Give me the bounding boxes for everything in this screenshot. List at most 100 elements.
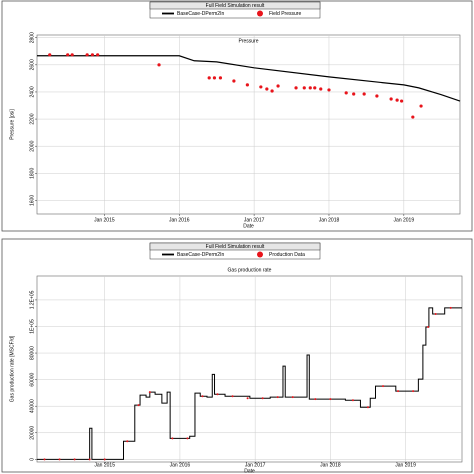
y-tick-label: 80000 bbox=[29, 346, 35, 360]
data-point bbox=[157, 63, 161, 67]
data-point bbox=[291, 396, 294, 399]
data-point bbox=[412, 390, 415, 393]
x-tick-label: Jan 2019 bbox=[395, 462, 416, 468]
data-point bbox=[270, 89, 274, 93]
data-point bbox=[137, 404, 140, 407]
x-tick-label: Jan 2018 bbox=[319, 217, 340, 223]
data-point bbox=[352, 92, 356, 96]
y-tick-label: 40000 bbox=[29, 399, 35, 413]
y-tick-label: 2200 bbox=[29, 113, 35, 124]
data-point bbox=[207, 76, 211, 80]
data-point bbox=[103, 458, 106, 461]
data-point bbox=[395, 98, 399, 102]
data-point bbox=[216, 393, 219, 396]
legend-swatch bbox=[257, 251, 263, 258]
data-point bbox=[218, 76, 223, 80]
x-tick-label: Jan 2019 bbox=[394, 217, 415, 223]
plot-area bbox=[36, 34, 461, 215]
legend-header bbox=[149, 242, 321, 251]
data-point bbox=[302, 86, 306, 90]
y-tick-label: 2000 bbox=[29, 140, 35, 151]
x-tick-label: Jan 2017 bbox=[244, 217, 265, 223]
y-tick-label: 2600 bbox=[29, 59, 35, 70]
data-point bbox=[201, 395, 204, 398]
x-tick-label: Jan 2018 bbox=[320, 462, 341, 468]
data-point bbox=[246, 397, 249, 400]
y-tick-label: 2800 bbox=[29, 32, 35, 43]
legend-title: Full Field Simulation result bbox=[206, 3, 265, 9]
data-point bbox=[375, 94, 379, 98]
x-tick-label: Jan 2017 bbox=[245, 462, 266, 468]
x-tick-label: Jan 2016 bbox=[169, 217, 190, 223]
legend-header bbox=[149, 1, 321, 10]
data-point bbox=[411, 115, 415, 119]
data-point bbox=[126, 440, 129, 443]
data-point bbox=[389, 97, 393, 101]
legend-swatch bbox=[257, 10, 263, 17]
data-point bbox=[449, 306, 452, 309]
data-point bbox=[148, 391, 151, 394]
y-tick-label: 1600 bbox=[29, 195, 35, 206]
data-point bbox=[66, 53, 70, 57]
chart-title: Pressure bbox=[238, 38, 258, 44]
data-point bbox=[232, 79, 236, 83]
data-point bbox=[259, 85, 263, 89]
x-axis-label: Date bbox=[243, 223, 254, 229]
data-point bbox=[73, 458, 76, 461]
data-point bbox=[366, 406, 369, 409]
data-point bbox=[313, 86, 317, 90]
y-axis-label: Gas production rate [MSCF/d] bbox=[9, 335, 15, 402]
y-tick-label: 0 bbox=[29, 458, 35, 461]
data-point bbox=[314, 398, 317, 401]
series-line bbox=[37, 55, 461, 102]
data-point bbox=[319, 87, 323, 91]
data-point bbox=[85, 53, 89, 57]
data-point bbox=[308, 86, 312, 90]
data-point bbox=[276, 84, 280, 88]
data-point bbox=[294, 86, 298, 90]
legend-title: Full Field Simulation result bbox=[206, 244, 265, 250]
y-axis-label: Pressure [psi] bbox=[9, 109, 15, 140]
legend-label: Field Pressure bbox=[269, 11, 301, 17]
x-tick-label: Jan 2016 bbox=[170, 462, 191, 468]
data-point bbox=[362, 92, 366, 96]
data-point bbox=[58, 458, 61, 461]
data-point bbox=[344, 91, 348, 95]
data-point bbox=[70, 53, 74, 57]
y-tick-label: 1800 bbox=[29, 168, 35, 179]
y-tick-label: 1.2E+05 bbox=[29, 290, 35, 309]
data-point bbox=[48, 53, 52, 57]
data-point bbox=[88, 458, 91, 461]
series-line bbox=[37, 307, 462, 460]
data-point bbox=[329, 398, 332, 401]
y-tick-label: 20000 bbox=[29, 426, 35, 440]
data-point bbox=[434, 312, 437, 315]
data-point bbox=[397, 390, 400, 393]
data-point bbox=[427, 326, 430, 329]
data-point bbox=[265, 87, 269, 91]
data-point bbox=[43, 458, 46, 461]
legend-label: Production Data bbox=[269, 252, 305, 258]
data-point bbox=[90, 53, 95, 57]
data-point bbox=[245, 83, 249, 87]
x-tick-label: Jan 2015 bbox=[94, 217, 115, 223]
data-point bbox=[186, 437, 189, 440]
plot-area bbox=[36, 275, 463, 463]
data-point bbox=[400, 99, 404, 103]
x-axis-label: Date bbox=[244, 468, 255, 474]
data-point bbox=[171, 437, 174, 440]
x-tick-label: Jan 2015 bbox=[94, 462, 115, 468]
legend-label: BaseCase-DPerm2In bbox=[177, 252, 224, 258]
y-tick-label: 1E+05 bbox=[29, 319, 35, 334]
y-tick-label: 2400 bbox=[29, 86, 35, 97]
data-point bbox=[419, 104, 423, 108]
data-point bbox=[276, 396, 279, 399]
data-point bbox=[96, 53, 100, 57]
data-point bbox=[231, 395, 234, 398]
legend-label: BaseCase-DPerm2In bbox=[177, 11, 224, 17]
data-point bbox=[212, 76, 217, 80]
chart-title: Gas production rate bbox=[228, 267, 272, 273]
y-tick-label: 60000 bbox=[29, 372, 35, 386]
data-point bbox=[261, 397, 264, 400]
